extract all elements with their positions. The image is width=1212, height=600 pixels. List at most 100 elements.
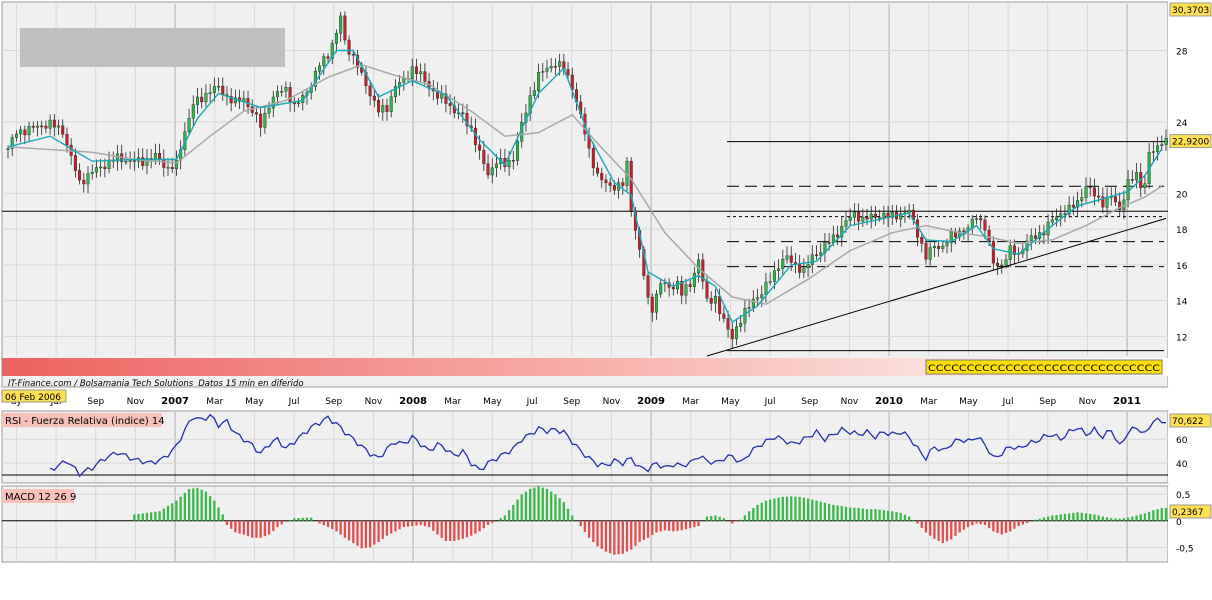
macd-bar	[613, 520, 616, 555]
macd-bar	[806, 498, 810, 521]
candle-body	[410, 66, 414, 80]
macd-histogram	[133, 486, 1168, 555]
candle-body	[882, 213, 886, 218]
macd-bar	[1160, 508, 1163, 521]
candle-body	[99, 166, 103, 169]
macd-bar	[566, 508, 570, 521]
price-tick-label: 18	[1176, 226, 1188, 236]
candle-body	[128, 160, 132, 162]
macd-bar	[886, 510, 890, 521]
date-tick-label: Sep	[325, 397, 342, 407]
macd-bar	[301, 517, 304, 521]
candle-body	[233, 97, 237, 104]
candle-body	[979, 218, 983, 221]
candle-body	[1059, 213, 1063, 218]
macd-bar	[192, 488, 195, 521]
candle-body	[229, 96, 233, 104]
date-tick-label: Nov	[603, 397, 621, 407]
macd-bar	[453, 520, 456, 541]
macd-bar	[676, 520, 679, 531]
candle-body	[621, 182, 625, 186]
rsi-title: RSI - Fuerza Relativa (indice) 14	[5, 416, 165, 427]
candlesticks	[6, 11, 1168, 349]
macd-bar	[423, 520, 427, 527]
macd-bar	[259, 520, 262, 538]
macd-bar	[213, 500, 216, 521]
macd-bar	[1013, 520, 1016, 529]
candle-body	[267, 107, 271, 114]
macd-bar	[293, 518, 296, 521]
macd-bar	[802, 497, 806, 521]
candle-body	[326, 56, 330, 59]
watermark-box	[20, 28, 285, 67]
macd-bar	[975, 520, 978, 524]
candle-body	[1151, 151, 1155, 153]
macd-bar	[781, 496, 784, 521]
candle-body	[654, 293, 658, 313]
macd-bar	[1156, 509, 1159, 521]
macd-bar	[634, 520, 637, 546]
candle-body	[94, 167, 98, 173]
macd-bar	[798, 496, 801, 521]
candle-body	[494, 163, 498, 169]
macd-title: MACD 12 26 9	[5, 492, 76, 503]
macd-bar	[773, 498, 776, 521]
macd-bar	[1021, 520, 1024, 525]
macd-bar	[432, 520, 435, 531]
start-date-label: 06 Feb 2006	[5, 393, 61, 403]
macd-bar	[141, 513, 144, 521]
macd-axis	[1168, 486, 1212, 562]
date-tick-label: Jul	[764, 397, 776, 407]
candle-body	[937, 245, 941, 249]
macd-bar	[710, 516, 713, 521]
date-tick-label: Mar	[206, 397, 223, 407]
macd-bar	[1131, 516, 1134, 521]
candle-body	[1101, 196, 1105, 208]
candle-body	[642, 249, 646, 276]
source-credit: IT-Finance.com / Bolsamania Tech Solutio…	[8, 379, 304, 389]
macd-bar	[1067, 513, 1071, 521]
macd-bar	[440, 520, 443, 538]
candle-body	[591, 148, 595, 169]
candle-body	[949, 231, 953, 244]
candle-body	[170, 167, 174, 169]
candle-body	[339, 15, 343, 34]
macd-bar	[541, 487, 544, 521]
macd-bar	[1148, 511, 1151, 521]
macd-bar	[638, 520, 641, 543]
candle-body	[145, 158, 149, 166]
macd-bar	[731, 520, 734, 524]
macd-bar	[550, 491, 553, 521]
candle-body	[212, 86, 216, 93]
macd-bar	[385, 520, 389, 536]
macd-bar	[663, 520, 667, 531]
candle-body	[14, 133, 18, 138]
macd-bar	[853, 507, 856, 521]
candle-body	[924, 243, 928, 260]
macd-tick-label: 0	[1176, 518, 1182, 528]
candle-body	[692, 272, 696, 287]
candle-body	[330, 43, 334, 59]
macd-bar	[1004, 520, 1008, 533]
macd-bar	[1042, 517, 1046, 521]
macd-bar	[912, 519, 915, 521]
macd-bar	[162, 508, 165, 521]
macd-bar	[604, 520, 608, 552]
candle-body	[1092, 187, 1096, 197]
macd-bar	[596, 520, 599, 547]
macd-bar	[486, 520, 490, 526]
price-tick-label: 16	[1176, 262, 1188, 272]
candle-body	[90, 171, 94, 174]
macd-bar	[891, 511, 894, 521]
macd-bar	[166, 505, 170, 521]
candle-body	[27, 126, 31, 136]
candle-body	[52, 119, 56, 128]
macd-bar	[419, 520, 422, 526]
candle-body	[360, 67, 364, 73]
macd-bar	[929, 520, 932, 536]
macd-bar	[267, 520, 271, 535]
macd-bar	[263, 520, 267, 537]
macd-bar	[735, 520, 738, 522]
rsi-last-badge	[1169, 413, 1212, 428]
